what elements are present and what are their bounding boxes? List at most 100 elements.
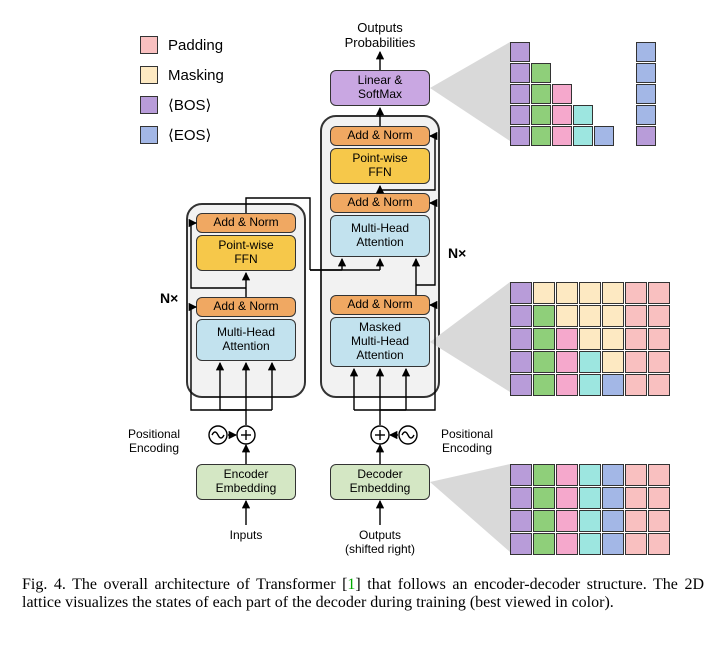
lattice-cell <box>552 105 572 125</box>
lattice-cell <box>556 464 578 486</box>
lattice-cell <box>615 63 635 83</box>
lattice-cell <box>533 464 555 486</box>
lattice-cell <box>573 126 593 146</box>
lattice-cell <box>552 42 572 62</box>
decoder-masked-attention: Masked Multi-Head Attention <box>330 317 430 367</box>
lattice-cell <box>510 84 530 104</box>
legend: Padding Masking ⟨BOS⟩ ⟨EOS⟩ <box>140 30 224 150</box>
decoder-nx-label: N× <box>448 245 466 261</box>
lattice-cell <box>602 510 624 532</box>
legend-label: ⟨EOS⟩ <box>168 126 211 144</box>
encoder-embedding: Encoder Embedding <box>196 464 296 500</box>
lattice-middle <box>510 282 670 396</box>
encoder-ffn: Point-wise FFN <box>196 235 296 271</box>
lattice-cell <box>510 305 532 327</box>
decoder-embedding: Decoder Embedding <box>330 464 430 500</box>
lattice-cell <box>594 105 614 125</box>
outputs-prob-label: Outputs Probabilities <box>340 20 420 50</box>
lattice-cell <box>510 126 530 146</box>
lattice-cell <box>510 282 532 304</box>
lattice-cell <box>625 305 647 327</box>
lattice-cell <box>531 105 551 125</box>
lattice-cell <box>602 374 624 396</box>
legend-label: ⟨BOS⟩ <box>168 96 211 114</box>
lattice-cell <box>602 533 624 555</box>
lattice-cell <box>602 328 624 350</box>
lattice-cell <box>579 487 601 509</box>
lattice-cell <box>556 328 578 350</box>
decoder-cross-attention: Multi-Head Attention <box>330 215 430 257</box>
decoder-addnorm-1: Add & Norm <box>330 295 430 315</box>
lattice-cell <box>510 510 532 532</box>
lattice-cell <box>510 487 532 509</box>
lattice-cell <box>602 305 624 327</box>
lattice-cell <box>573 105 593 125</box>
lattice-cell <box>648 487 670 509</box>
lattice-cell <box>625 510 647 532</box>
lattice-cell <box>510 63 530 83</box>
lattice-cell <box>533 510 555 532</box>
lattice-cell <box>579 351 601 373</box>
lattice-cell <box>625 487 647 509</box>
lattice-cell <box>573 63 593 83</box>
lattice-cell <box>533 487 555 509</box>
lattice-cell <box>533 305 555 327</box>
encoder-pos-enc-label: Positional Encoding <box>122 427 186 455</box>
lattice-cell <box>615 84 635 104</box>
lattice-cell <box>531 42 551 62</box>
lattice-cell <box>510 328 532 350</box>
lattice-cell <box>510 464 532 486</box>
lattice-cell <box>602 464 624 486</box>
lattice-cell <box>510 533 532 555</box>
lattice-cell <box>533 374 555 396</box>
lattice-cell <box>648 351 670 373</box>
legend-label: Padding <box>168 37 223 54</box>
legend-swatch <box>140 66 158 84</box>
decoder-outputs-label: Outputs (shifted right) <box>340 528 420 556</box>
lattice-cell <box>648 464 670 486</box>
lattice-cell <box>579 328 601 350</box>
lattice-cell <box>636 42 656 62</box>
lattice-cell <box>579 510 601 532</box>
lattice-cell <box>531 63 551 83</box>
legend-label: Masking <box>168 67 224 84</box>
lattice-cell <box>625 328 647 350</box>
lattice-cell <box>615 105 635 125</box>
lattice-cell <box>636 84 656 104</box>
lattice-cell <box>648 305 670 327</box>
lattice-cell <box>625 464 647 486</box>
decoder-pos-enc-label: Positional Encoding <box>435 427 499 455</box>
lattice-cell <box>648 282 670 304</box>
lattice-cell <box>602 282 624 304</box>
lattice-cell <box>602 351 624 373</box>
lattice-cell <box>636 63 656 83</box>
encoder-addnorm-1: Add & Norm <box>196 297 296 317</box>
lattice-cell <box>573 42 593 62</box>
lattice-cell <box>579 282 601 304</box>
encoder-addnorm-2: Add & Norm <box>196 213 296 233</box>
legend-swatch <box>140 36 158 54</box>
lattice-cell <box>510 374 532 396</box>
lattice-cell <box>556 282 578 304</box>
diagram-canvas: Padding Masking ⟨BOS⟩ ⟨EOS⟩ Outputs Probabi… <box>10 10 716 570</box>
lattice-cell <box>531 126 551 146</box>
lattice-cell <box>552 84 572 104</box>
figure-caption: Fig. 4. The overall architecture of Tran… <box>10 570 716 612</box>
lattice-cell <box>625 282 647 304</box>
encoder-nx-label: N× <box>160 290 178 306</box>
encoder-inputs-label: Inputs <box>215 528 277 542</box>
lattice-cell <box>602 487 624 509</box>
lattice-cell <box>579 305 601 327</box>
lattice-cell <box>510 105 530 125</box>
legend-item: ⟨EOS⟩ <box>140 120 224 150</box>
lattice-cell <box>556 351 578 373</box>
lattice-cell <box>573 84 593 104</box>
lattice-cell <box>510 42 530 62</box>
lattice-cell <box>556 305 578 327</box>
lattice-cell <box>579 374 601 396</box>
lattice-cell <box>625 351 647 373</box>
linear-softmax-block: Linear & SoftMax <box>330 70 430 106</box>
lattice-cell <box>625 374 647 396</box>
lattice-cell <box>579 464 601 486</box>
lattice-cell <box>648 510 670 532</box>
